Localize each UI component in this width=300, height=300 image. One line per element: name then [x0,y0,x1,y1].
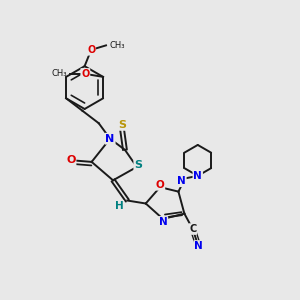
Text: N: N [194,171,202,181]
Text: S: S [118,120,126,130]
Text: O: O [81,69,89,79]
Text: N: N [105,134,115,144]
Text: O: O [87,45,95,55]
Text: CH₃: CH₃ [110,41,125,50]
Text: S: S [134,160,142,170]
Text: H: H [115,201,123,211]
Text: O: O [156,180,164,190]
Text: C: C [189,224,196,234]
Text: CH₃: CH₃ [51,69,67,78]
Text: O: O [66,155,76,165]
Text: N: N [194,241,203,251]
Text: N: N [159,217,167,227]
Text: N: N [177,176,186,186]
